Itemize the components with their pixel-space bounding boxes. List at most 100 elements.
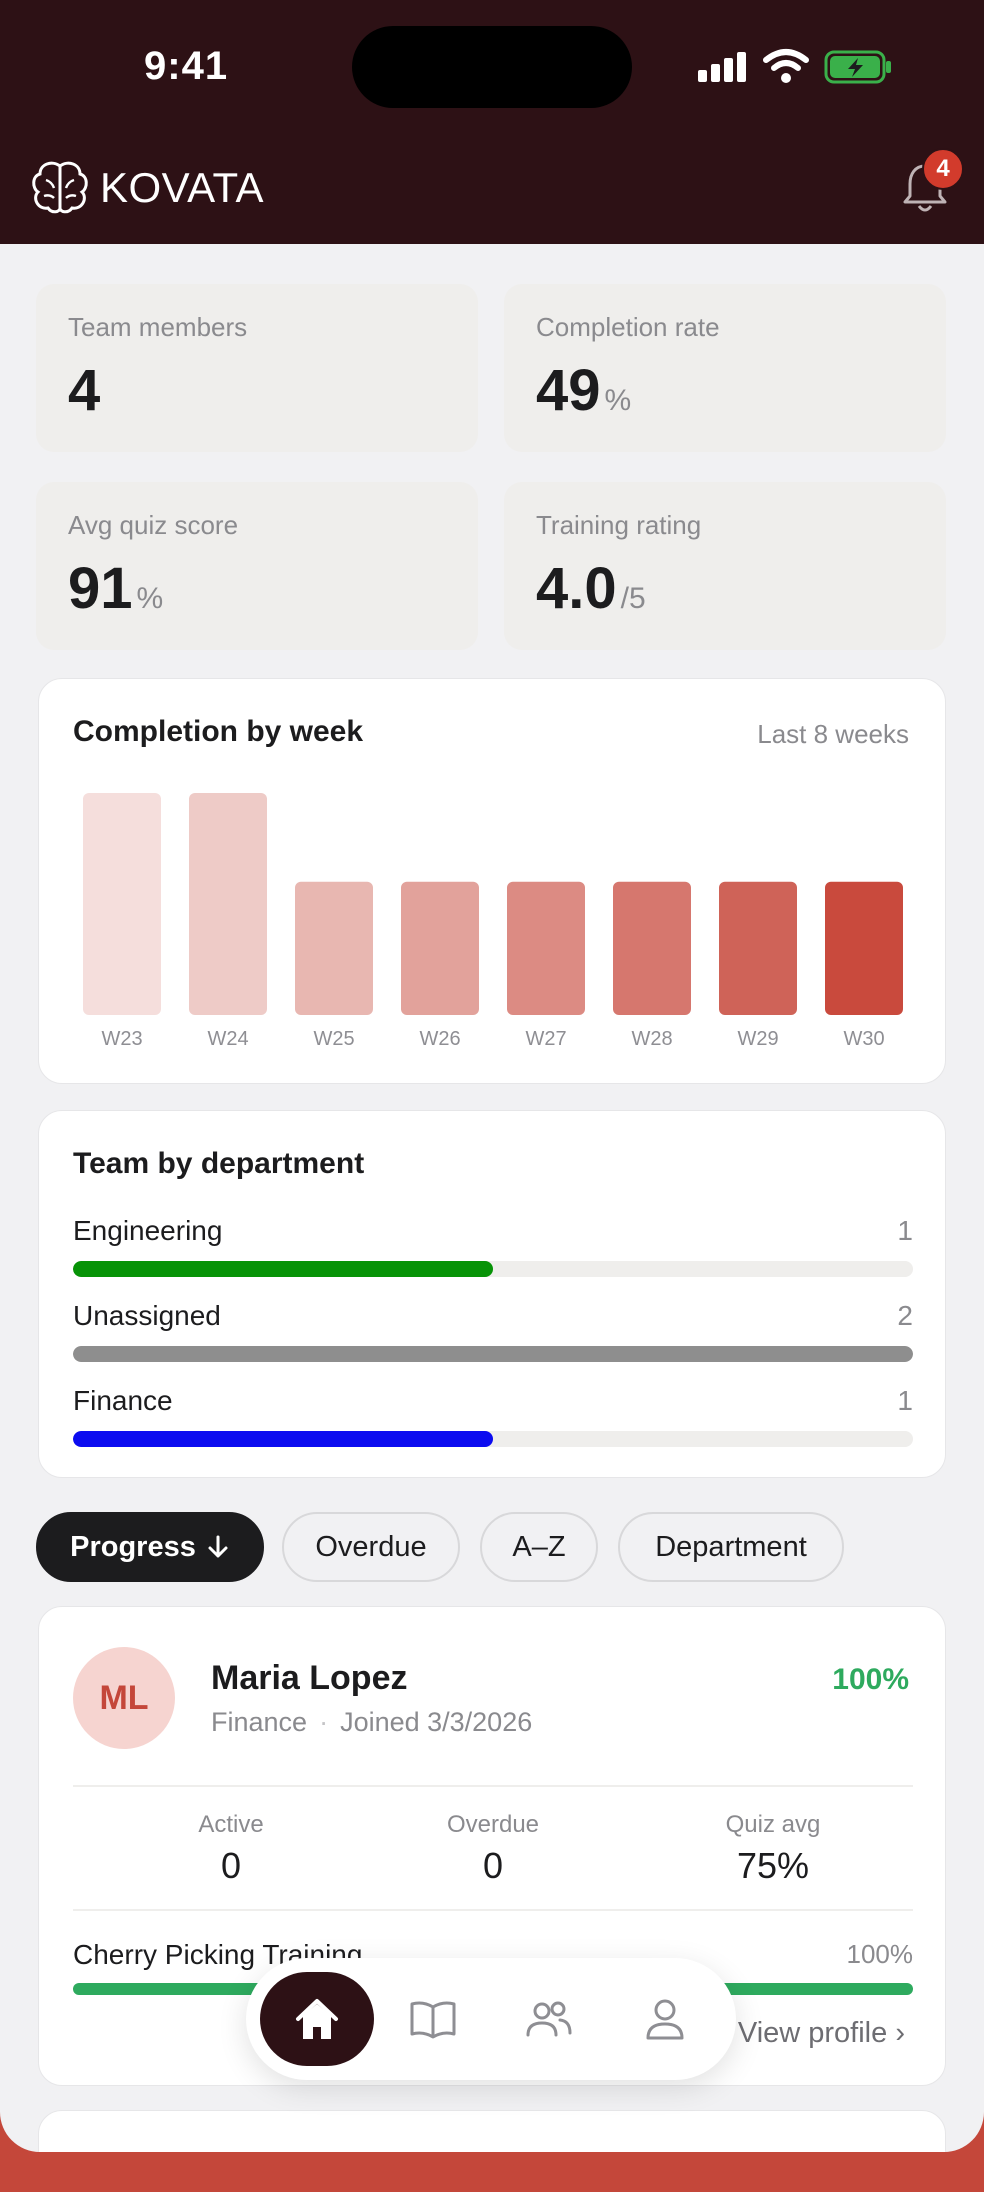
stat-unit: /5 — [620, 582, 646, 615]
completion-bar-chart: W23 W24 W25 W26 W27 W28 W29 W30 — [83, 793, 903, 1050]
divider — [73, 1909, 913, 1911]
meta-separator: · — [319, 1707, 329, 1737]
avatar: ML — [73, 1647, 175, 1749]
department-row-unassigned: Unassigned 2 — [73, 1300, 913, 1362]
department-name: Engineering — [73, 1215, 223, 1246]
member-progress: 100% — [832, 1663, 909, 1696]
sort-chip-progress[interactable]: Progress — [36, 1512, 264, 1582]
course-percent: 100% — [846, 1939, 914, 1969]
department-title: Team by department — [73, 1147, 365, 1180]
stat-value: 4 — [68, 358, 101, 423]
department-name: Unassigned — [73, 1300, 221, 1331]
stat-unit: % — [136, 582, 164, 615]
chip-label: Department — [655, 1530, 807, 1563]
chart-x-tick-label: W28 — [631, 1028, 672, 1050]
department-bar-track — [73, 1431, 913, 1447]
stat-unit: % — [604, 384, 632, 417]
member-stat-quiz-avg: Quiz avg 75% — [633, 1811, 913, 1887]
tab-profile[interactable] — [608, 1972, 722, 2066]
member-name: Maria Lopez — [211, 1659, 408, 1697]
chevron-right-icon: › — [895, 2017, 905, 2049]
sort-chip-overdue[interactable]: Overdue — [282, 1512, 460, 1582]
chart-range-label: Last 8 weeks — [757, 719, 909, 749]
member-meta: Finance · Joined 3/3/2026 — [211, 1707, 532, 1738]
stat-label: Completion rate — [536, 312, 720, 342]
stat-avg-quiz-score: Avg quiz score 91% — [36, 482, 478, 650]
member-stat-label: Active — [198, 1811, 264, 1838]
chart-x-tick-label: W24 — [207, 1028, 248, 1050]
brain-logo-icon — [32, 161, 88, 214]
department-name: Finance — [73, 1385, 173, 1416]
department-count: 2 — [897, 1300, 913, 1331]
stat-label: Training rating — [536, 510, 702, 540]
chart-x-tick-label: W27 — [525, 1028, 566, 1050]
team-icon — [526, 2001, 572, 2037]
profile-icon — [646, 1999, 684, 2040]
department-count: 1 — [897, 1215, 913, 1246]
chart-bar-w28 — [613, 881, 691, 1015]
team-by-department-card: Team by department Engineering 1 Unassig… — [38, 1110, 946, 1478]
chip-label: A–Z — [512, 1530, 566, 1563]
divider — [73, 1785, 913, 1787]
brand-name: KOVATA — [100, 164, 265, 211]
member-stat-label: Overdue — [446, 1811, 540, 1838]
chart-bar-w30 — [825, 881, 903, 1015]
member-stat-value: 0 — [482, 1845, 504, 1886]
brand[interactable]: KOVATA — [30, 160, 264, 216]
app-header: 9:41 — [0, 0, 984, 244]
chip-label: Progress — [70, 1530, 196, 1563]
sort-chip-department[interactable]: Department — [618, 1512, 844, 1582]
wifi-icon — [763, 49, 809, 83]
avatar-partial-icon — [105, 2137, 165, 2152]
chart-bar-w25 — [295, 881, 373, 1015]
dynamic-island — [352, 26, 632, 108]
chart-x-tick-label: W26 — [419, 1028, 460, 1050]
status-time: 9:41 — [144, 44, 229, 88]
chart-x-tick-label: W29 — [737, 1028, 778, 1050]
arrow-down-icon — [208, 1535, 228, 1558]
tab-team[interactable] — [492, 1972, 606, 2066]
chart-bar-w24 — [189, 793, 267, 1015]
member-stat-value: 0 — [220, 1845, 242, 1886]
chip-label: Overdue — [315, 1530, 427, 1563]
department-row-engineering: Engineering 1 — [73, 1215, 913, 1277]
tab-courses[interactable] — [376, 1972, 490, 2066]
view-profile-link[interactable]: View profile › — [738, 2017, 905, 2050]
chart-x-tick-label: W30 — [843, 1028, 884, 1050]
stat-label: Avg quiz score — [68, 510, 239, 540]
bottom-tab-bar — [246, 1958, 736, 2080]
chart-x-tick-label: W23 — [101, 1028, 142, 1050]
department-row-finance: Finance 1 — [73, 1385, 913, 1447]
battery-icon — [824, 50, 891, 84]
notification-badge: 4 — [922, 148, 964, 190]
chart-title: Completion by week — [73, 715, 364, 748]
department-bar-fill — [73, 1261, 493, 1277]
department-bar-track — [73, 1261, 913, 1277]
tab-home[interactable] — [260, 1972, 374, 2066]
stat-value: 49 — [536, 358, 601, 423]
department-bar-fill — [73, 1346, 913, 1362]
chart-bar-w23 — [83, 793, 161, 1015]
book-icon — [410, 2001, 456, 2039]
chart-bar-w27 — [507, 881, 585, 1015]
home-icon — [296, 1999, 338, 2039]
member-stat-overdue: Overdue 0 — [353, 1811, 633, 1887]
chart-x-tick-label: W25 — [313, 1028, 354, 1050]
member-stat-label: Quiz avg — [725, 1811, 821, 1838]
department-count: 1 — [897, 1385, 913, 1416]
stat-completion-rate: Completion rate 49% — [504, 284, 946, 452]
department-bar-fill — [73, 1431, 493, 1447]
status-bar: 9:41 — [0, 0, 984, 130]
member-stat-active: Active 0 — [91, 1811, 371, 1887]
cellular-signal-icon — [698, 52, 748, 82]
stat-value: 91 — [68, 556, 133, 621]
stat-value: 4.0 — [536, 556, 617, 621]
chart-bar-w26 — [401, 881, 479, 1015]
stat-label: Team members — [68, 312, 248, 342]
sort-chip-a-z[interactable]: A–Z — [480, 1512, 598, 1582]
stat-team-members: Team members 4 — [36, 284, 478, 452]
member-card[interactable] — [38, 2110, 946, 2152]
member-joined: Joined 3/3/2026 — [340, 1707, 533, 1737]
completion-by-week-card: Completion by week Last 8 weeks W23 W24 W2… — [38, 678, 946, 1084]
